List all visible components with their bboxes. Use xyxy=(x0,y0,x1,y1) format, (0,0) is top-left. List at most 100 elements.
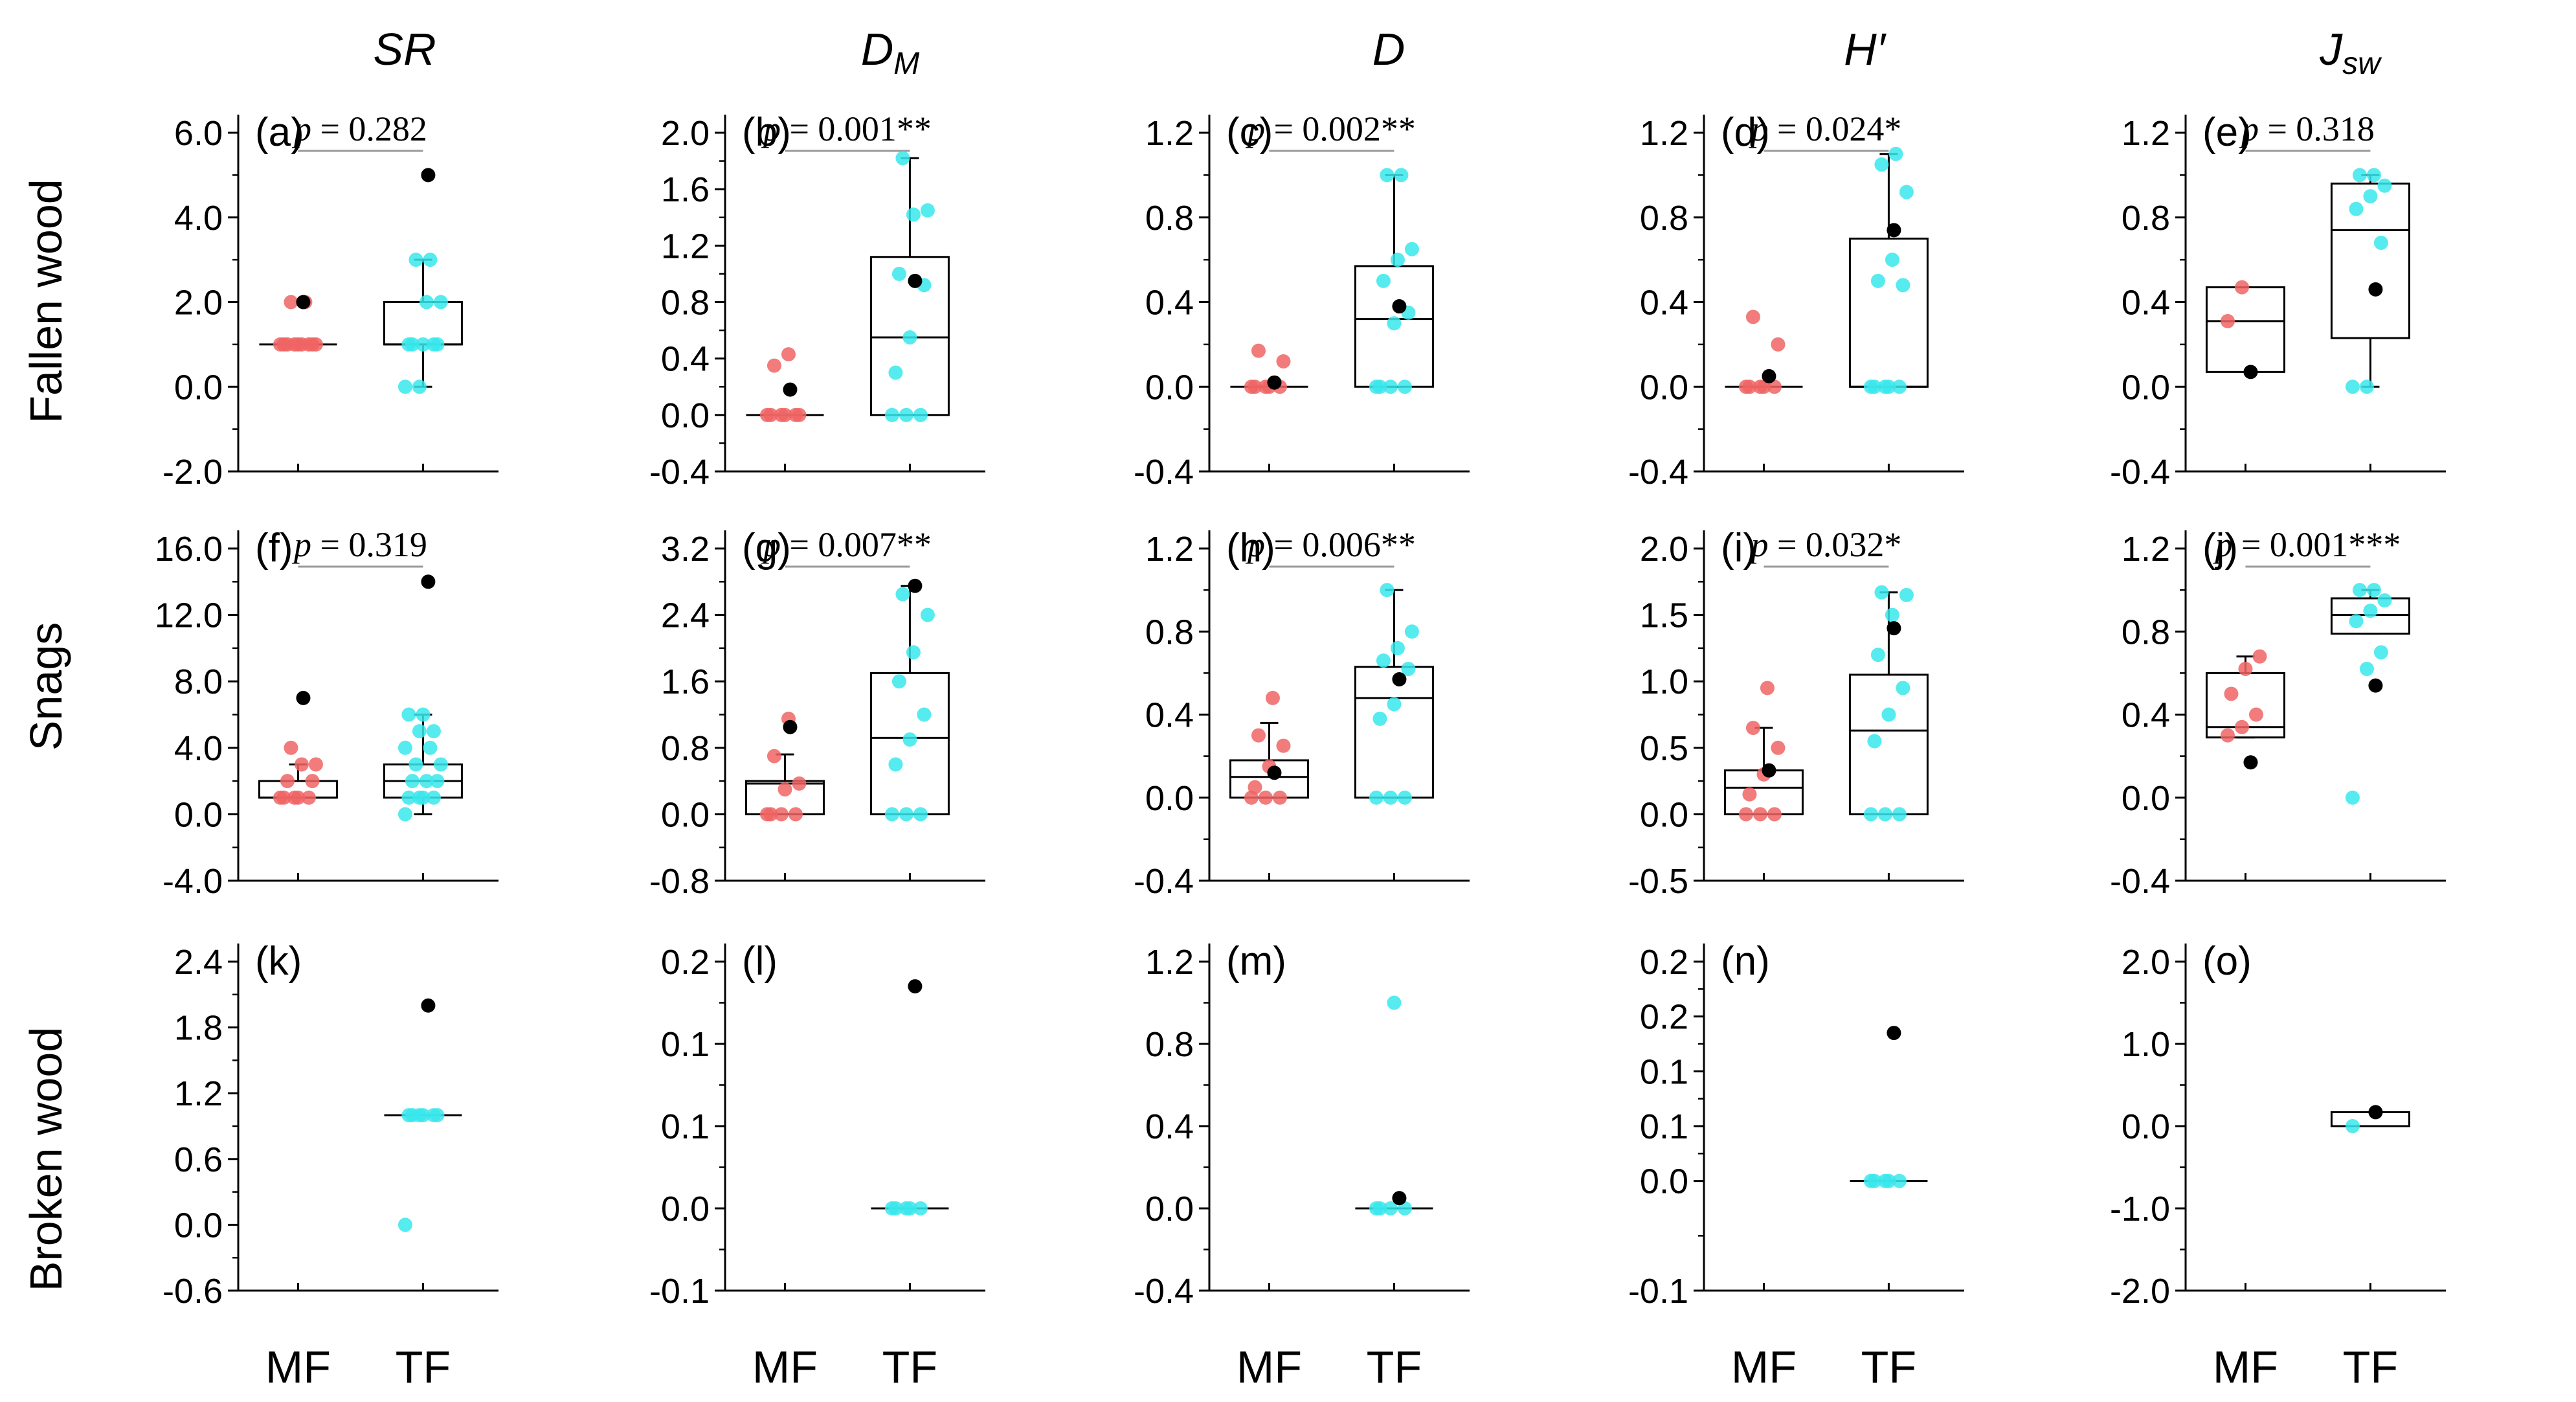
data-point xyxy=(1881,1173,1896,1188)
y-tick-label: 0.0 xyxy=(2122,779,2170,818)
y-tick-label: -0.1 xyxy=(1628,1272,1688,1311)
y-tick-label: 0.4 xyxy=(2122,284,2170,322)
y-tick-label: -0.4 xyxy=(2110,453,2170,492)
box xyxy=(1354,666,1434,799)
data-point xyxy=(401,790,416,805)
data-point xyxy=(888,365,903,380)
panel-i: -0.5 0.0 0.5 1.0 1.5 2.0 (i)p = 0.032* xyxy=(1628,525,1964,901)
p-value-text: = 0.001** xyxy=(781,109,932,148)
y-tick-label: -0.4 xyxy=(1628,453,1688,492)
data-point xyxy=(405,774,420,789)
y-tick-label: 3.2 xyxy=(661,530,710,569)
y-tick-label: -0.4 xyxy=(649,453,710,492)
data-point xyxy=(1874,585,1889,600)
series-tf xyxy=(2330,1105,2410,1133)
data-point xyxy=(1867,734,1882,749)
y-tick-label: 0.8 xyxy=(1145,199,1194,238)
y-tick-label: 4.0 xyxy=(174,199,223,238)
data-point xyxy=(763,407,778,422)
outlier-point xyxy=(908,273,923,288)
data-point xyxy=(419,774,434,789)
data-point xyxy=(280,774,295,789)
panel-o: -2.0 -1.0 0.0 1.0 2.0 (o) xyxy=(2110,939,2446,1311)
data-point xyxy=(284,295,298,310)
p-value-text: = 0.024* xyxy=(1768,109,1901,148)
data-point xyxy=(913,407,928,422)
row-title-2: Broken wood xyxy=(21,1027,71,1292)
data-point xyxy=(2252,649,2267,664)
series-mf xyxy=(745,711,825,822)
panel-letter: (o) xyxy=(2202,939,2252,984)
data-point xyxy=(308,337,323,352)
y-tick-label: 0.0 xyxy=(174,368,223,407)
panel-letter: (a) xyxy=(255,110,304,155)
panel-h: -0.4 0.0 0.4 0.8 1.2 (h)p = 0.006** xyxy=(1134,525,1470,901)
y-tick-label: -2.0 xyxy=(162,453,223,492)
p-value-label: p = 0.024* xyxy=(1748,109,1901,148)
panel-g: -0.8 0.0 0.8 1.6 2.4 3.2 (g)p = 0.007** xyxy=(649,525,985,901)
data-point xyxy=(1885,253,1899,267)
series-mf xyxy=(259,295,337,352)
data-point xyxy=(2345,1119,2360,1133)
series-tf xyxy=(1355,995,1433,1215)
p-value-text: = 0.002** xyxy=(1265,109,1416,148)
p-value-text: = 0.282 xyxy=(311,109,427,148)
data-point xyxy=(1372,1201,1387,1215)
data-point xyxy=(2234,719,2249,734)
y-tick-label: 2.0 xyxy=(2122,943,2170,982)
data-point xyxy=(1276,738,1291,753)
outlier-point xyxy=(421,998,436,1013)
data-point xyxy=(1376,273,1391,288)
y-tick-label: 0.0 xyxy=(1640,795,1688,834)
y-tick-label: 1.2 xyxy=(174,1074,223,1113)
y-tick-label: 1.2 xyxy=(1145,943,1194,982)
y-tick-label: 1.0 xyxy=(1640,662,1688,701)
category-label-tf: TF xyxy=(882,1342,938,1392)
p-value-label: p = 0.319 xyxy=(291,525,427,564)
y-tick-label: -0.4 xyxy=(1134,1272,1194,1311)
p-value-text: = 0.007** xyxy=(781,525,932,564)
panel-letter: (k) xyxy=(255,939,302,984)
y-tick-label: 0.0 xyxy=(2122,1107,2170,1146)
y-tick-label: 1.2 xyxy=(1145,530,1194,569)
panel-b: -0.4 0.0 0.4 0.8 1.2 1.6 2.0 (b)p = 0.001** xyxy=(649,109,985,492)
p-symbol: p xyxy=(761,109,781,148)
y-tick-label: 1.2 xyxy=(2122,530,2170,569)
p-symbol: p xyxy=(1748,525,1768,564)
category-label-mf: MF xyxy=(2213,1342,2278,1392)
column-title-1: DM xyxy=(861,24,920,81)
y-tick-label: 0.0 xyxy=(1145,1190,1194,1228)
y-tick-label: 0.8 xyxy=(1145,1025,1194,1064)
data-point xyxy=(1258,790,1273,805)
panel-m: -0.4 0.0 0.4 0.8 1.2 (m) xyxy=(1134,939,1470,1311)
y-tick-label: 2.0 xyxy=(174,284,223,322)
y-tick-label: -2.0 xyxy=(2110,1272,2170,1311)
data-point xyxy=(1899,185,1914,199)
outlier-point xyxy=(2243,365,2258,379)
p-value-label: p = 0.001** xyxy=(761,109,932,148)
data-point xyxy=(1742,379,1757,394)
data-point xyxy=(1896,278,1910,293)
data-point xyxy=(788,807,803,822)
y-tick-label: 0.8 xyxy=(1145,613,1194,651)
data-point xyxy=(906,207,921,222)
data-point xyxy=(2377,178,2392,193)
p-symbol: p xyxy=(2239,109,2259,148)
outlier-point xyxy=(2368,678,2383,693)
y-tick-label: 1.8 xyxy=(174,1009,223,1048)
data-point xyxy=(409,757,423,772)
data-point xyxy=(1387,995,1402,1010)
data-point xyxy=(891,674,906,689)
y-tick-label: 0.0 xyxy=(174,795,223,834)
y-tick-label: 0.2 xyxy=(1640,943,1688,982)
y-tick-label: 1.6 xyxy=(661,662,710,701)
y-tick-label: 0.8 xyxy=(2122,199,2170,238)
data-point xyxy=(416,1108,431,1123)
data-point xyxy=(888,1201,903,1215)
y-tick-label: 1.2 xyxy=(1640,114,1688,153)
p-symbol: p xyxy=(2212,525,2232,564)
data-point xyxy=(2373,235,2388,250)
data-point xyxy=(1369,790,1383,805)
series-tf xyxy=(2330,168,2410,394)
data-point xyxy=(920,203,935,218)
